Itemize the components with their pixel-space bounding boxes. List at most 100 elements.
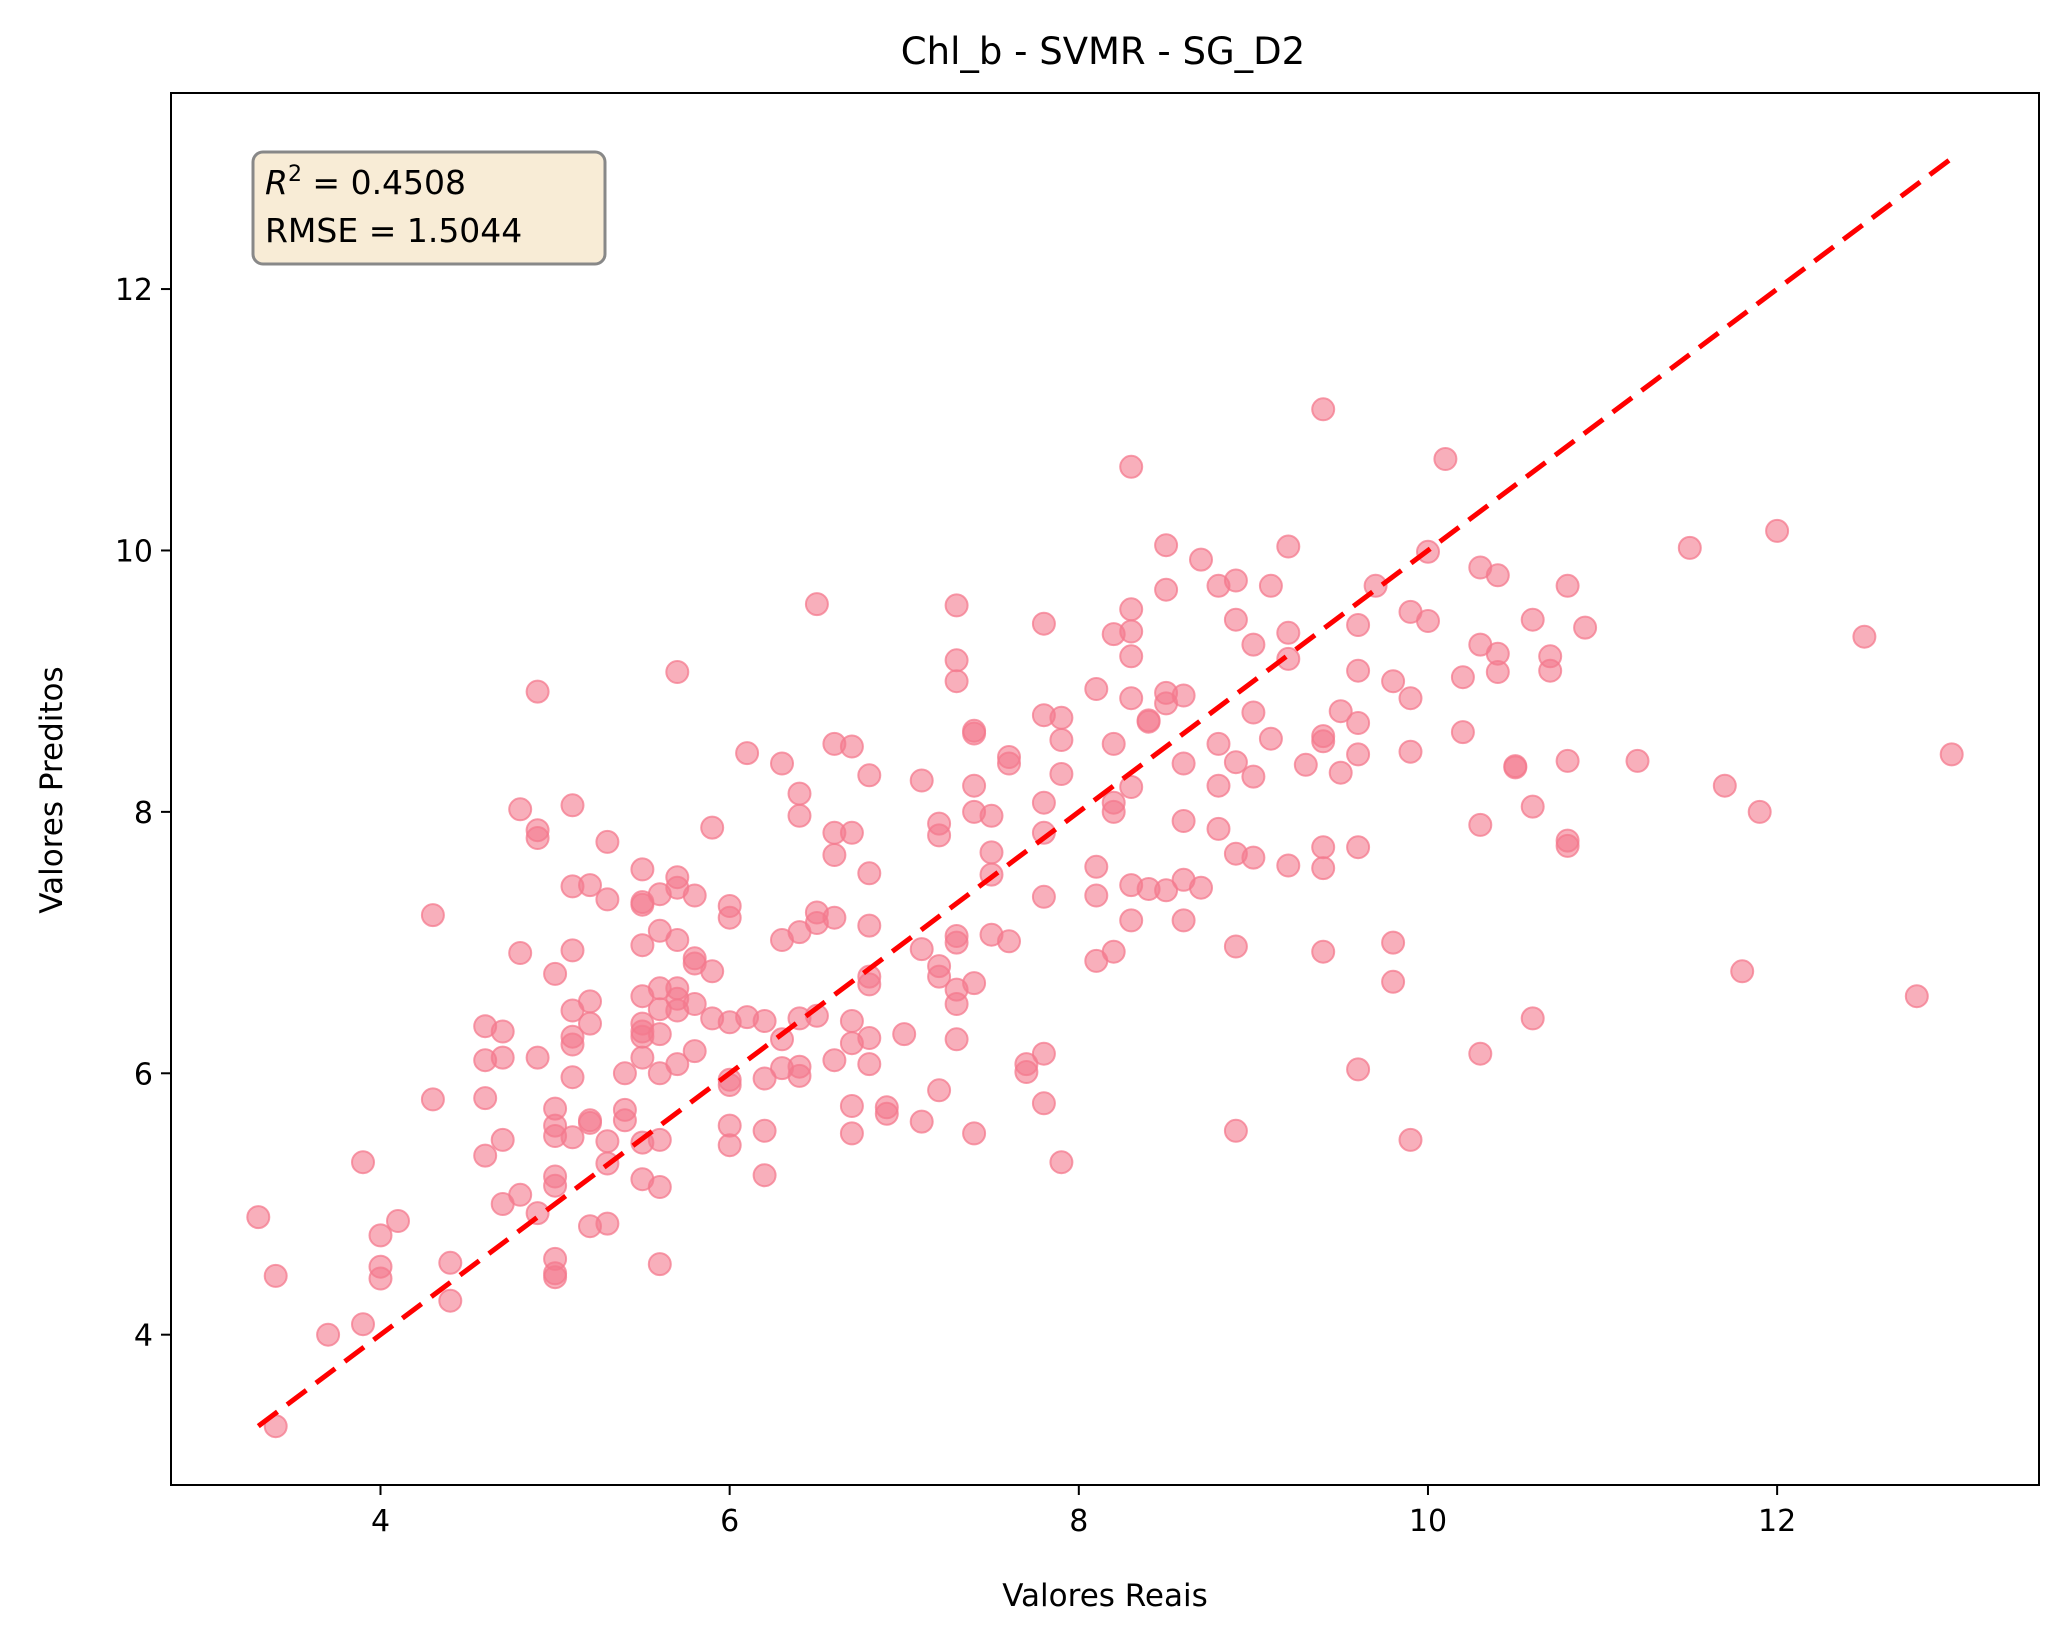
data-point	[700, 815, 725, 840]
data-point	[1381, 669, 1406, 694]
data-point	[490, 1045, 515, 1070]
data-point	[1276, 646, 1301, 671]
data-point	[1311, 856, 1336, 881]
data-point	[944, 593, 969, 618]
y-tick-label: 4	[134, 1319, 153, 1354]
data-point	[1765, 518, 1790, 543]
data-point	[1084, 883, 1109, 908]
data-point	[962, 1121, 987, 1146]
data-point	[543, 961, 568, 986]
data-point	[1101, 799, 1126, 824]
data-point	[1433, 447, 1458, 471]
data-point	[473, 1086, 498, 1111]
data-point	[1206, 816, 1231, 841]
data-point	[1084, 854, 1109, 879]
data-point	[1520, 1006, 1545, 1031]
data-point	[630, 857, 655, 882]
data-point	[560, 1065, 585, 1090]
data-point	[857, 1052, 882, 1077]
data-point	[438, 1288, 463, 1313]
data-point	[1573, 615, 1598, 640]
data-point	[578, 873, 602, 898]
r2-superscript: 2	[288, 162, 302, 187]
data-point	[525, 679, 550, 704]
data-point	[1101, 731, 1126, 756]
y-tick-label: 6	[134, 1057, 153, 1092]
x-tick-label: 6	[720, 1504, 739, 1539]
r2-value: = 0.4508	[302, 163, 466, 202]
data-point	[1311, 835, 1336, 860]
data-point	[1031, 611, 1056, 636]
data-point	[700, 959, 725, 984]
data-point	[1276, 853, 1301, 878]
data-point	[368, 1223, 393, 1248]
data-point	[1747, 799, 1772, 824]
data-point	[1031, 884, 1056, 909]
data-point	[857, 1026, 882, 1050]
data-point	[1398, 686, 1423, 711]
data-point	[1520, 607, 1545, 632]
data-point	[997, 929, 1021, 954]
data-point	[1677, 535, 1702, 560]
data-point	[1346, 658, 1371, 683]
data-point	[1154, 878, 1179, 903]
y-axis-label: Valores Preditos	[34, 666, 70, 913]
data-point	[1014, 1060, 1039, 1084]
data-point	[1031, 1091, 1056, 1116]
data-point	[1223, 934, 1248, 959]
annotation-box	[251, 150, 607, 266]
rmse-text: RMSE = 1.5044	[265, 211, 522, 250]
y-tick-label: 12	[115, 273, 153, 308]
data-point	[822, 843, 847, 867]
data-point	[630, 933, 655, 958]
x-tick-label: 12	[1758, 1504, 1796, 1539]
data-point	[473, 1143, 498, 1168]
data-point	[1311, 729, 1336, 754]
data-point	[770, 1027, 794, 1052]
data-point	[420, 903, 445, 928]
data-point	[804, 592, 829, 617]
data-point	[1241, 700, 1266, 725]
data-point	[944, 930, 969, 955]
data-point	[962, 971, 987, 996]
data-point	[1520, 794, 1545, 819]
data-point	[752, 1066, 777, 1091]
data-point	[962, 721, 987, 746]
x-tick-label: 8	[1069, 1504, 1088, 1539]
data-point	[1031, 790, 1056, 815]
data-point	[1293, 752, 1318, 777]
data-point	[560, 938, 585, 963]
data-point	[560, 793, 585, 818]
data-point	[595, 1129, 620, 1154]
data-point	[717, 905, 742, 930]
data-point	[979, 840, 1004, 865]
data-point	[944, 1027, 969, 1052]
data-point	[787, 803, 812, 828]
data-point	[1346, 711, 1371, 735]
data-point	[1189, 547, 1213, 572]
data-point	[944, 992, 969, 1016]
x-axis-ticks: 4 6 8 10 12	[371, 1485, 1796, 1539]
data-point	[1416, 609, 1440, 633]
chart-title: Chl_b - SVMR - SG_D2	[901, 30, 1305, 73]
data-point	[1276, 534, 1301, 559]
data-point	[647, 1175, 672, 1199]
data-point	[595, 887, 620, 912]
data-point	[612, 1108, 637, 1133]
metrics-annotation: R2 = 0.4508 RMSE = 1.5044	[251, 150, 607, 266]
data-point	[612, 1061, 637, 1086]
data-point	[909, 1109, 934, 1134]
data-point	[822, 905, 847, 930]
data-point	[1485, 563, 1510, 588]
data-point	[944, 669, 969, 694]
data-point	[1241, 845, 1266, 870]
data-point	[1730, 959, 1755, 984]
data-point	[1328, 760, 1353, 785]
data-point	[1171, 809, 1196, 833]
plot-frame	[170, 92, 2040, 1486]
data-point	[1258, 573, 1283, 598]
x-axis-label: Valores Reais	[1002, 1578, 1208, 1614]
data-point	[525, 826, 550, 850]
data-point	[1346, 613, 1371, 637]
